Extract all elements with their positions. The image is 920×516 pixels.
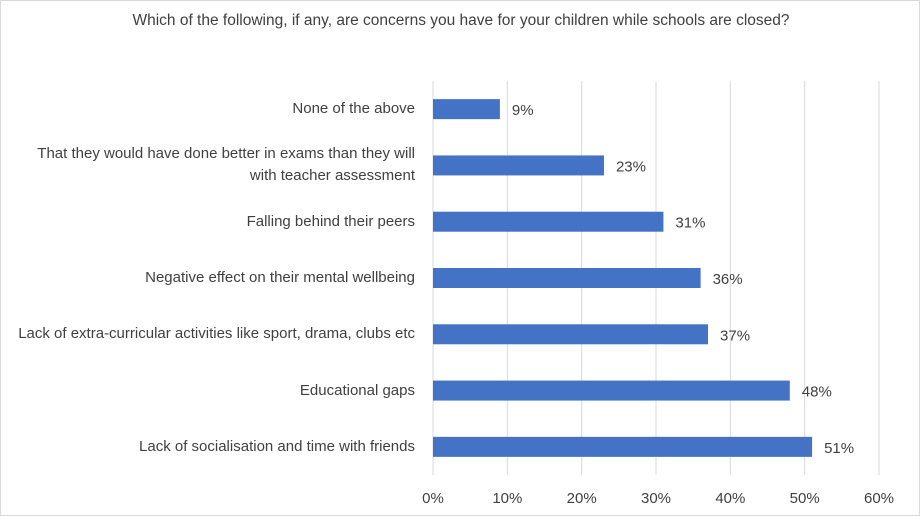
chart-title: Which of the following, if any, are conc… [132,12,790,29]
bar [433,436,813,457]
value-label: 23% [616,158,646,175]
category-label: That they would have done better in exam… [37,145,415,185]
category-label: Negative effect on their mental wellbein… [145,269,415,286]
value-label: 51% [824,440,854,457]
x-tick-label: 50% [790,490,820,507]
category-label: Lack of socialisation and time with frie… [139,437,415,455]
bar [433,380,790,401]
bar [433,268,701,288]
value-label: 48% [802,384,832,401]
category-label: Falling behind their peers [246,212,415,230]
x-tick-label: 30% [641,490,671,507]
category-label: None of the above [292,100,415,118]
bar [433,155,604,176]
value-label: 31% [675,215,705,232]
bar [433,211,664,232]
value-label: 36% [713,271,743,288]
bar [433,99,500,120]
x-tick-label: 40% [715,490,745,507]
x-tick-label: 0% [422,490,444,507]
x-tick-label: 60% [864,490,894,507]
value-label: 37% [720,327,750,344]
bar [433,324,709,345]
category-label: Educational gaps [299,381,415,399]
x-tick-label: 20% [567,490,597,507]
value-label: 9% [512,102,534,119]
category-label: Lack of extra-curricular activities like… [18,325,415,343]
x-tick-label: 10% [492,490,522,507]
